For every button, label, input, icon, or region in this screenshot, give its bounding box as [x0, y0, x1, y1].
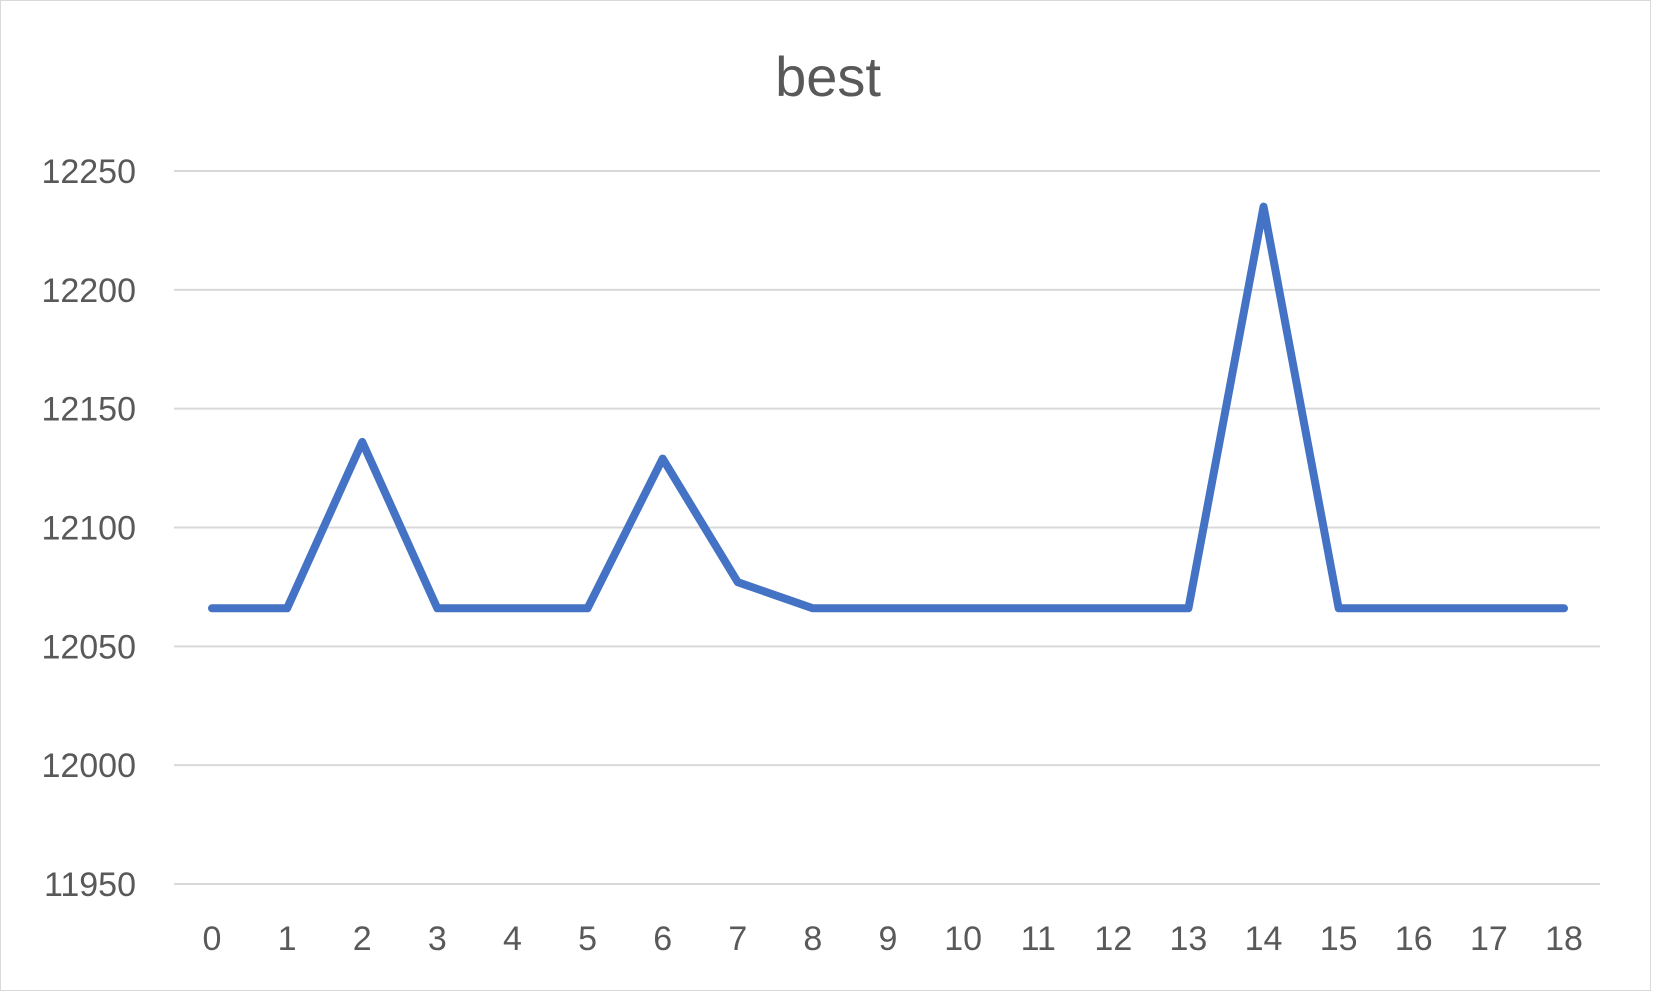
x-tick-label: 8 — [803, 920, 822, 958]
y-tick-label: 11950 — [44, 866, 136, 904]
data-point — [808, 603, 818, 613]
data-point — [1484, 603, 1494, 613]
data-point — [883, 603, 893, 613]
data-point — [1183, 603, 1193, 613]
x-tick-label: 13 — [1170, 920, 1208, 958]
data-point — [207, 603, 217, 613]
x-tick-label: 15 — [1320, 920, 1358, 958]
x-tick-label: 2 — [353, 920, 372, 958]
y-tick-label: 12050 — [41, 628, 136, 666]
data-point — [1033, 603, 1043, 613]
x-tick-label: 18 — [1545, 920, 1583, 958]
y-tick-label: 12000 — [41, 747, 136, 785]
y-tick-label: 12200 — [41, 272, 136, 310]
data-point — [1334, 603, 1344, 613]
data-point — [1559, 603, 1569, 613]
y-axis-ticks: 11950 12000 12050 12100 12150 12200 12250 — [41, 153, 136, 904]
x-tick-label: 6 — [653, 920, 672, 958]
data-point — [658, 454, 668, 464]
x-tick-label: 5 — [578, 920, 597, 958]
series-line-best — [212, 207, 1564, 609]
x-axis-ticks: 0 1 2 3 4 5 6 7 8 9 10 11 12 13 14 15 16 17 18 — [203, 920, 1583, 958]
data-point — [1409, 603, 1419, 613]
x-tick-label: 3 — [428, 920, 447, 958]
y-tick-label: 12100 — [41, 510, 136, 548]
data-point — [1259, 202, 1269, 212]
x-tick-label: 1 — [278, 920, 297, 958]
x-tick-label: 14 — [1245, 920, 1283, 958]
x-tick-label: 0 — [203, 920, 222, 958]
x-tick-label: 16 — [1395, 920, 1433, 958]
x-tick-label: 12 — [1094, 920, 1132, 958]
y-tick-label: 12150 — [41, 391, 136, 429]
data-point — [958, 603, 968, 613]
x-tick-label: 17 — [1470, 920, 1508, 958]
data-point — [432, 603, 442, 613]
data-point — [1108, 603, 1118, 613]
gridlines — [174, 171, 1600, 884]
data-point — [282, 603, 292, 613]
x-tick-label: 11 — [1021, 920, 1056, 958]
x-tick-label: 4 — [503, 920, 522, 958]
chart-title: best — [775, 45, 881, 108]
x-tick-label: 9 — [879, 920, 898, 958]
x-tick-label: 10 — [944, 920, 982, 958]
data-point — [733, 577, 743, 587]
data-point — [357, 437, 367, 447]
y-tick-label: 12250 — [41, 153, 136, 191]
data-point — [507, 603, 517, 613]
data-point — [583, 603, 593, 613]
x-tick-label: 7 — [728, 920, 747, 958]
